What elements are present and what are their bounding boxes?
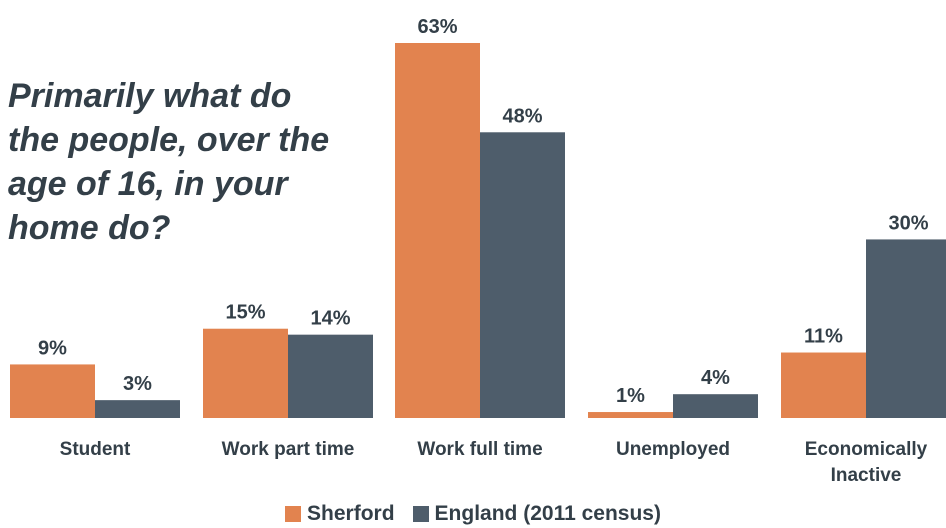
question-line: age of 16, in your	[8, 165, 288, 203]
question-line: the people, over the	[8, 121, 330, 159]
category-label: Inactive	[831, 465, 902, 486]
data-label: 4%	[701, 367, 730, 389]
bar-group: 11% 30% Economically Inactive	[781, 212, 946, 486]
category-label: Work full time	[417, 439, 542, 460]
bar-england	[288, 334, 373, 418]
chart-legend: Sherford England (2011 census)	[0, 500, 946, 528]
data-label: 3%	[123, 373, 152, 395]
legend-label-england: England (2011 census)	[434, 502, 661, 525]
bar-england	[95, 400, 180, 418]
data-label: 15%	[225, 302, 265, 324]
bar-sherford	[203, 328, 288, 418]
bar-group: 15% 14% Work part time	[203, 302, 373, 460]
bar-group: 9% 3% Student	[10, 337, 180, 460]
legend-item-sherford: Sherford	[285, 502, 395, 526]
data-label: 30%	[888, 212, 928, 234]
bar-sherford	[588, 412, 673, 418]
data-label: 11%	[804, 326, 843, 348]
legend-item-england: England (2011 census)	[412, 502, 661, 526]
category-label: Work part time	[222, 439, 355, 460]
bar-england	[673, 394, 758, 418]
bar-group: 63% 48% Work full time	[395, 16, 565, 460]
data-label: 1%	[616, 385, 645, 407]
bar-england	[480, 132, 565, 419]
question-line: Primarily what do	[8, 77, 292, 115]
data-label: 14%	[310, 308, 350, 330]
legend-swatch-sherford	[285, 506, 302, 522]
bar-sherford	[395, 43, 480, 418]
legend-label-sherford: Sherford	[307, 502, 395, 525]
bar-england	[866, 239, 946, 418]
category-label: Economically	[805, 439, 928, 460]
legend-swatch-england	[412, 506, 429, 522]
category-label: Unemployed	[616, 439, 730, 460]
data-label: 48%	[502, 105, 542, 127]
bar-sherford	[781, 352, 866, 418]
question-line: home do?	[8, 209, 171, 247]
bar-group: 1% 4% Unemployed	[588, 367, 758, 460]
chart-question-title: Primarily what do the people, over the a…	[8, 74, 338, 250]
data-label: 63%	[417, 16, 457, 38]
category-label: Student	[60, 439, 131, 460]
bar-sherford	[10, 364, 95, 418]
data-label: 9%	[38, 337, 67, 359]
